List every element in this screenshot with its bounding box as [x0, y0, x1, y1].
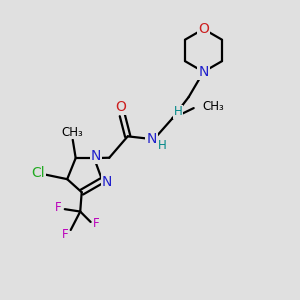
Text: F: F — [55, 202, 62, 214]
Text: Cl: Cl — [31, 166, 45, 180]
Text: O: O — [198, 22, 209, 36]
Text: F: F — [93, 217, 100, 230]
Text: F: F — [62, 228, 69, 241]
Text: N: N — [146, 132, 157, 146]
Text: N: N — [198, 65, 209, 79]
Text: N: N — [102, 175, 112, 189]
Text: CH₃: CH₃ — [202, 100, 224, 113]
Text: N: N — [91, 149, 101, 163]
Text: CH₃: CH₃ — [62, 126, 84, 139]
Text: H: H — [158, 139, 167, 152]
Text: H: H — [174, 106, 183, 118]
Text: O: O — [116, 100, 126, 114]
